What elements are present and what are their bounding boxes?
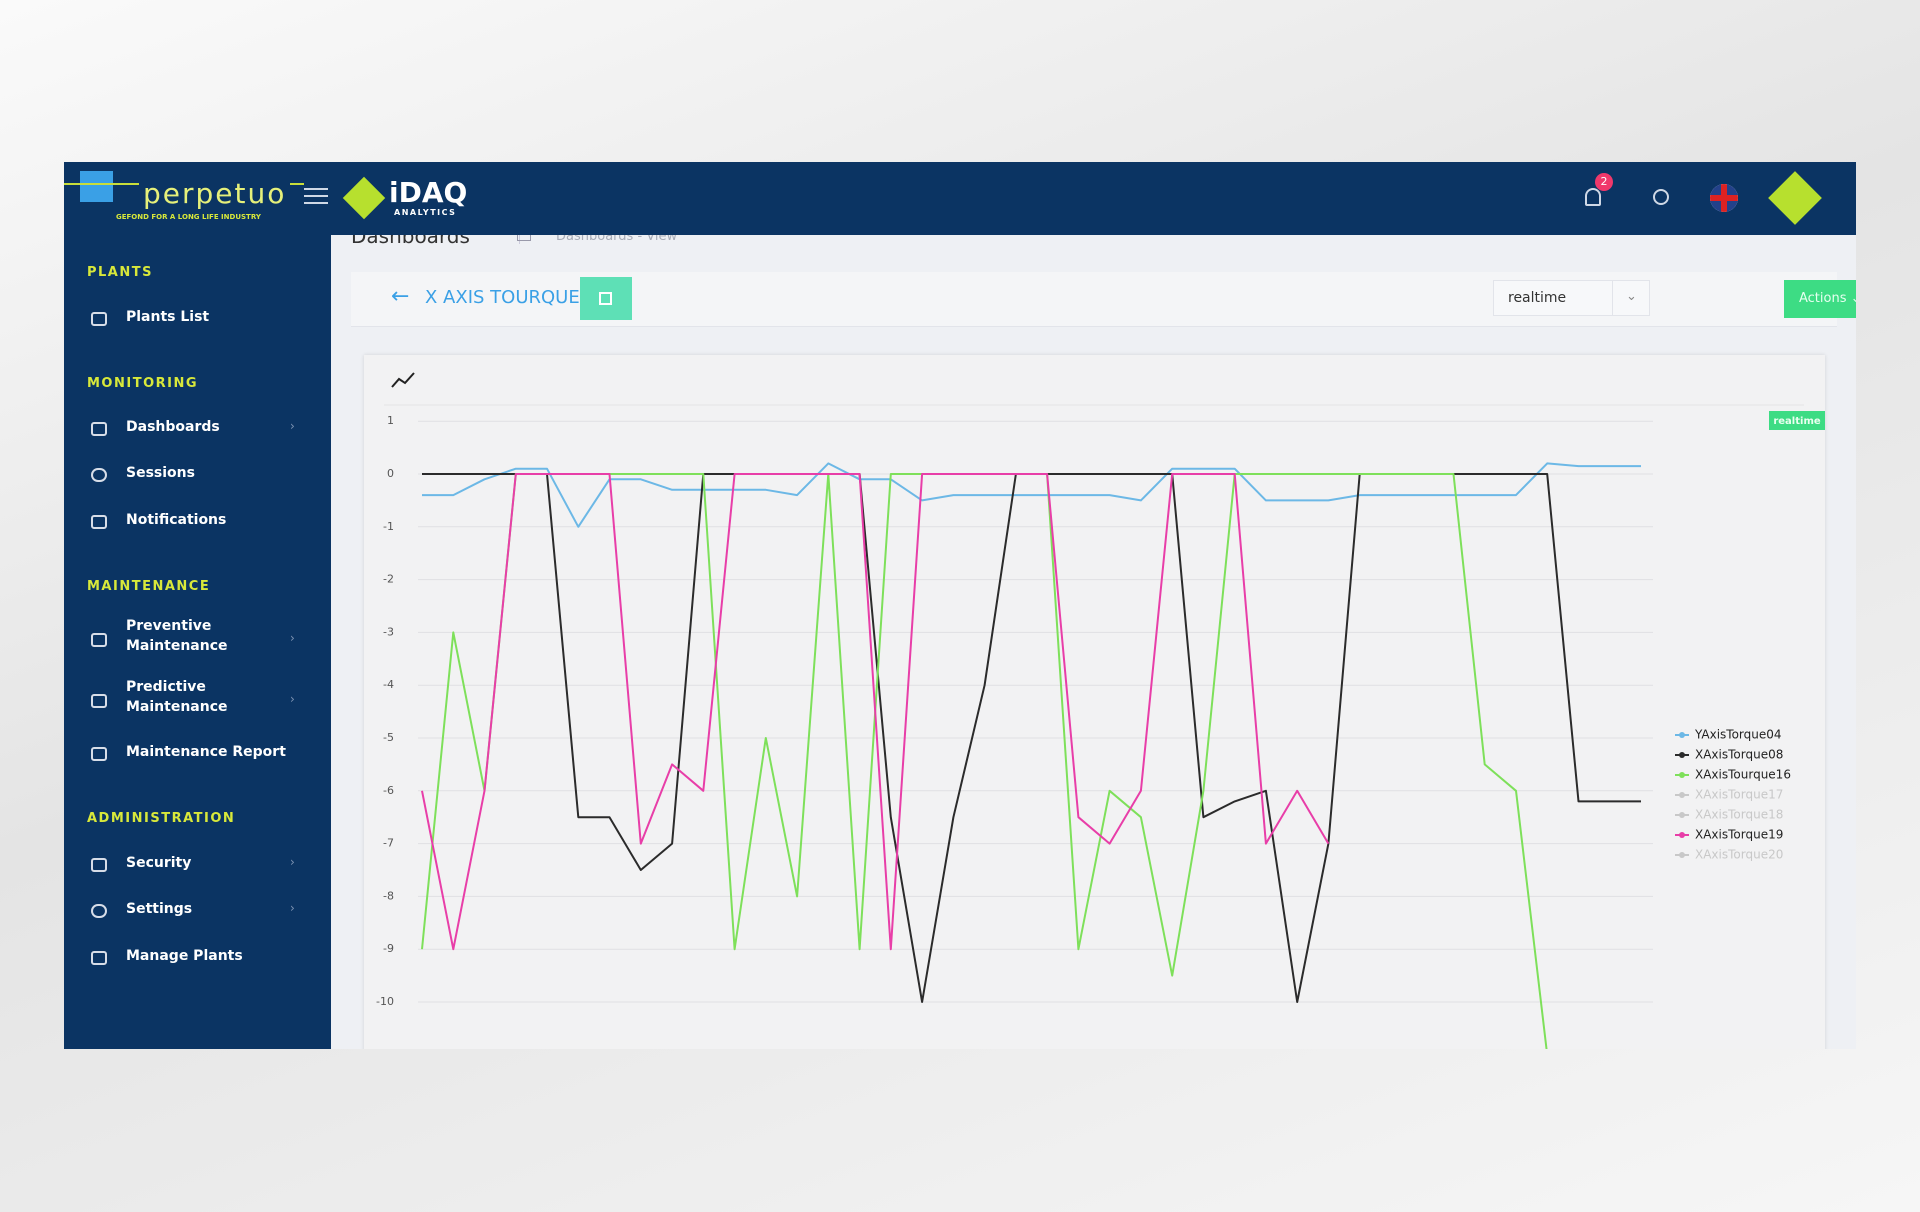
mode-value: realtime xyxy=(1508,290,1567,306)
y-tick-label: -6 xyxy=(383,784,394,797)
y-tick-label: -9 xyxy=(383,942,394,955)
dashboard-title: X AXIS TOURQUE xyxy=(425,287,580,308)
nav-item[interactable]: Preventive Maintenance xyxy=(126,618,228,654)
legend-label[interactable]: XAxisTorque17 xyxy=(1695,788,1783,802)
section-title: PLANTS xyxy=(87,265,153,280)
legend-label[interactable]: XAxisTorque18 xyxy=(1695,808,1783,822)
language-flag[interactable] xyxy=(1710,184,1738,212)
legend-label[interactable]: XAxisTorque19 xyxy=(1695,828,1783,842)
edit-button[interactable] xyxy=(580,277,632,320)
chevron: › xyxy=(290,631,295,645)
legend-dot xyxy=(1679,792,1685,798)
mode-select[interactable]: realtime ⌄ xyxy=(1493,280,1650,316)
realtime-badge-label: realtime xyxy=(1773,416,1821,427)
legend-label[interactable]: XAxisTourque16 xyxy=(1695,768,1791,782)
nav-item[interactable]: Manage Plants xyxy=(126,948,243,964)
y-tick-label: -5 xyxy=(383,731,394,744)
series-line xyxy=(422,462,1641,528)
legend-label[interactable]: YAxisTorque04 xyxy=(1694,728,1782,742)
nav-icon xyxy=(91,468,107,482)
sync-icon[interactable] xyxy=(1653,189,1669,205)
legend-label[interactable]: XAxisTorque08 xyxy=(1695,748,1783,762)
y-tick-label: 0 xyxy=(387,467,394,480)
nav-icon xyxy=(91,951,107,965)
legend-dot xyxy=(1679,852,1685,858)
series-line xyxy=(421,473,1330,951)
section-title: MONITORING xyxy=(87,376,199,391)
legend-label[interactable]: XAxisTorque20 xyxy=(1695,848,1783,862)
chart-icon xyxy=(391,372,415,388)
y-tick-label: -8 xyxy=(383,889,394,902)
product-sub: ANALYTICS xyxy=(394,208,457,217)
nav-item[interactable]: Dashboards xyxy=(126,419,220,435)
nav-item[interactable]: Maintenance Report xyxy=(126,744,286,760)
chart: realtime 1 0 -1 -2 -3 -4 -5 -6 -7 -8 -9 -10 YAxisTor… xyxy=(376,372,1825,1049)
home-icon[interactable] xyxy=(517,230,531,241)
user-avatar[interactable] xyxy=(1768,171,1822,225)
nav-icon xyxy=(91,422,107,436)
legend-dot xyxy=(1679,832,1685,838)
y-tick-label: -3 xyxy=(383,625,394,638)
section-title: MAINTENANCE xyxy=(87,579,211,594)
app-window: perpetuo GEFOND FOR A LONG LIFE INDUSTRY… xyxy=(64,162,1856,1049)
series-line xyxy=(421,473,1548,1049)
brand-tagline: GEFOND FOR A LONG LIFE INDUSTRY xyxy=(116,213,261,221)
chevron: › xyxy=(290,901,295,915)
notification-count: 2 xyxy=(1595,173,1613,191)
actions-button[interactable]: Actions ⌄ xyxy=(1784,280,1856,318)
nav-item[interactable]: Notifications xyxy=(126,512,227,528)
chevron: › xyxy=(290,855,295,869)
dashboard-header: ← X AXIS TOURQUE realtime ⌄ Actions ⌄ xyxy=(351,272,1856,327)
legend-dot xyxy=(1679,732,1685,738)
menu-toggle[interactable] xyxy=(304,188,328,204)
y-tick-label: -1 xyxy=(383,520,394,533)
realtime-badge xyxy=(1769,411,1825,430)
nav-icon xyxy=(91,747,107,761)
nav-icon xyxy=(91,858,107,872)
nav-icon xyxy=(91,633,107,647)
chevron: › xyxy=(290,692,295,706)
brand-name: perpetuo xyxy=(139,177,291,210)
legend-dot xyxy=(1679,812,1685,818)
y-tick-label: -4 xyxy=(383,678,394,691)
nav-icon xyxy=(91,515,107,529)
nav-icon xyxy=(91,312,107,326)
product-name: iDAQ xyxy=(389,176,468,209)
brand-badge xyxy=(80,171,113,202)
breadcrumb-sep: - xyxy=(637,229,643,244)
nav-item[interactable]: Security xyxy=(126,855,192,871)
notification-bell[interactable] xyxy=(1585,188,1601,206)
nav-item[interactable]: Sessions xyxy=(126,465,195,481)
nav-item[interactable]: Settings xyxy=(126,901,193,917)
legend-dot xyxy=(1679,772,1685,778)
nav-icon xyxy=(91,904,107,918)
product-logo xyxy=(342,176,386,220)
y-tick-label: 1 xyxy=(387,414,394,427)
actions-label: Actions xyxy=(1799,291,1847,306)
chevron: › xyxy=(290,419,295,433)
nav-item[interactable]: Plants List xyxy=(126,309,210,325)
y-tick-label: -2 xyxy=(383,573,394,586)
back-button[interactable]: ← xyxy=(391,284,410,309)
legend-dot xyxy=(1679,752,1685,758)
section-title: ADMINISTRATION xyxy=(87,811,236,826)
nav-icon xyxy=(91,694,107,708)
nav-item[interactable]: Predictive Maintenance xyxy=(126,679,228,715)
y-tick-label: -10 xyxy=(376,995,394,1008)
sidebar: PLANTS Plants List MONITORING Dashboards… xyxy=(64,235,331,1049)
y-tick-label: -7 xyxy=(383,837,394,850)
chart-card: realtime 1 0 -1 -2 -3 -4 -5 -6 -7 -8 -9 -10 YAxisTor… xyxy=(364,355,1825,1049)
top-bar: perpetuo GEFOND FOR A LONG LIFE INDUSTRY… xyxy=(64,162,1856,235)
